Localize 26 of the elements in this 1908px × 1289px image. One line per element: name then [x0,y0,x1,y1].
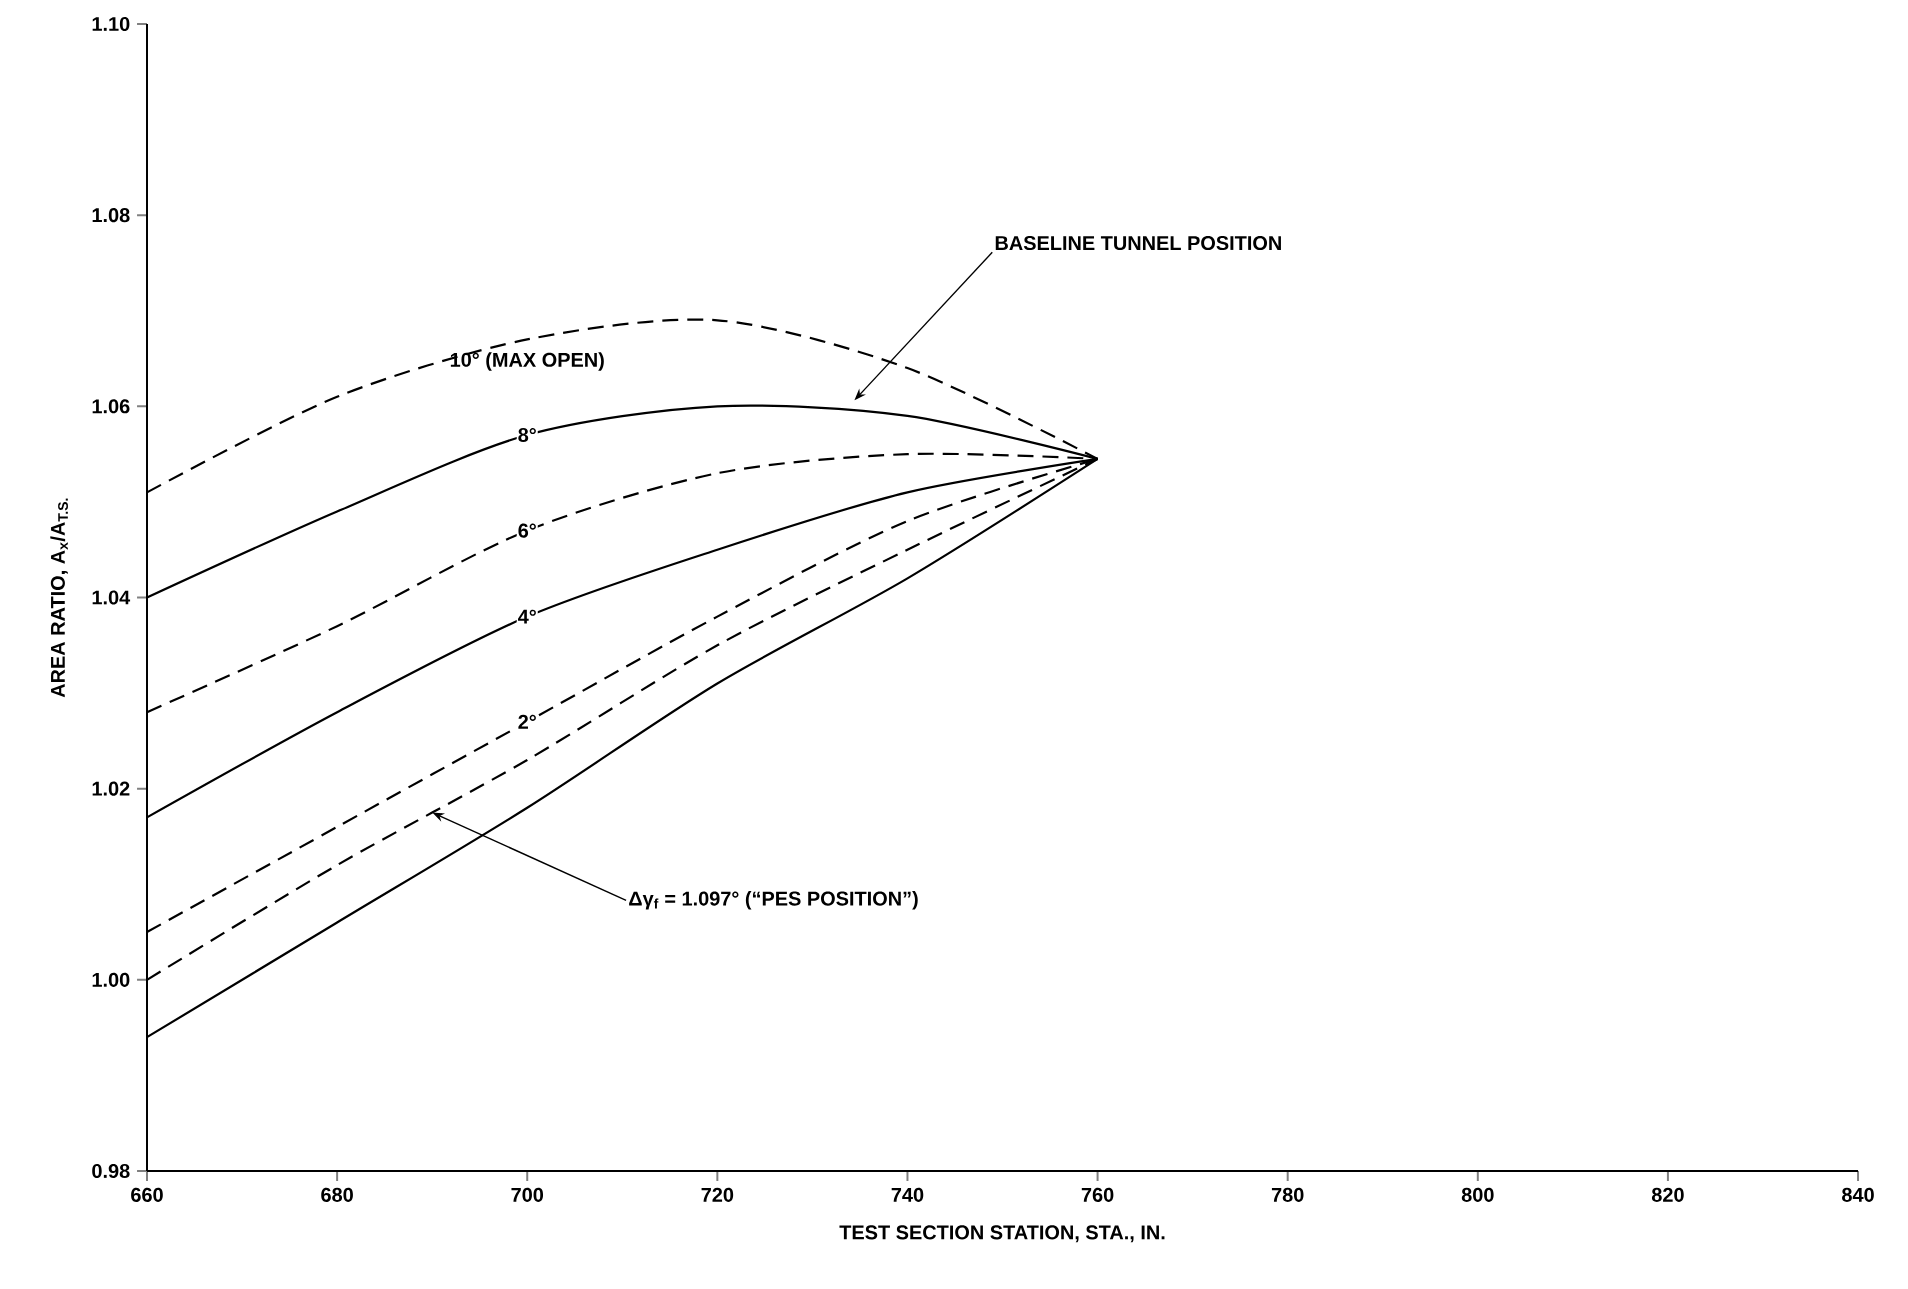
x-tick-label: 680 [321,1187,353,1202]
x-axis-title: TEST SECTION STATION, STA., IN. [839,1225,1165,1243]
x-tick-label: 820 [1651,1187,1684,1202]
y-tick-label: 1.00 [92,972,130,987]
x-tick-label: 840 [1842,1187,1874,1202]
y-tick-label: 1.10 [92,16,130,32]
y-axis-title: AREA RATIO, A$_{x}$/A$_{T.S.}$ [50,498,68,698]
series-label: 4° [518,609,536,624]
annotation: Δγ$_{f}$ = 1.097° (“PES POSITION”) [629,891,918,910]
x-tick-label: 740 [891,1187,924,1202]
y-tick-label: 0.98 [92,1163,130,1179]
x-tick-label: 780 [1271,1187,1304,1202]
series-label: 10° (MAX OPEN) [450,352,604,371]
series-label: 6° [518,523,536,538]
series-label: 8° [518,427,536,443]
series-label: 2° [518,714,536,729]
x-tick-label: 760 [1081,1187,1114,1202]
x-tick-label: 660 [131,1187,163,1202]
x-tick-label: 700 [511,1187,544,1202]
x-tick-label: 800 [1461,1187,1494,1202]
y-tick-label: 1.04 [92,590,131,605]
y-tick-label: 1.06 [92,399,130,414]
x-tick-label: 720 [701,1187,734,1202]
y-tick-label: 1.08 [92,208,130,223]
y-tick-label: 1.02 [92,781,130,796]
annotation: BASELINE TUNNEL POSITION [995,236,1281,251]
